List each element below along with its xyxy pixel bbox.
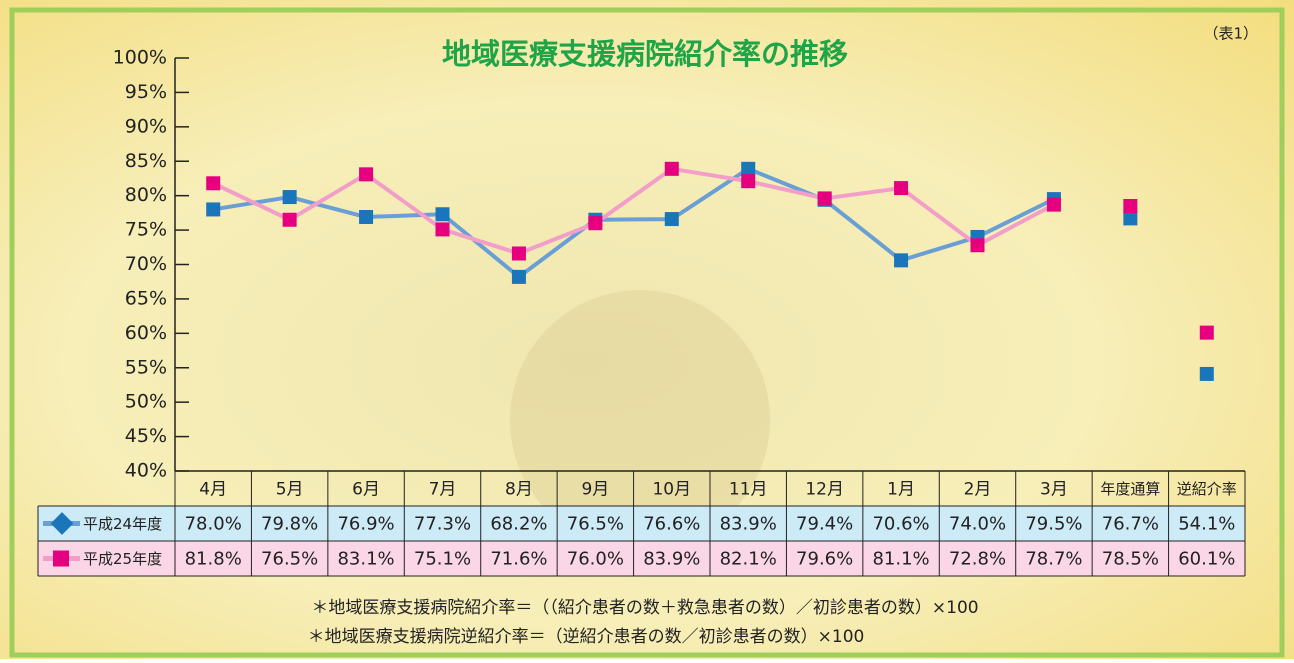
data-point bbox=[436, 222, 450, 236]
value-label: 78.5% bbox=[1102, 549, 1159, 570]
data-point bbox=[588, 216, 602, 230]
value-label: 71.6% bbox=[490, 549, 547, 570]
footnote: ＊地域医療支援病院逆紹介率＝（逆紹介患者の数／初診患者の数）×100 bbox=[308, 627, 865, 647]
y-tick-label: 45% bbox=[125, 425, 167, 447]
data-point bbox=[359, 167, 373, 181]
x-tick-label: 8月 bbox=[505, 480, 533, 500]
value-label: 83.9% bbox=[643, 549, 700, 570]
data-point bbox=[512, 246, 526, 260]
value-label: 81.8% bbox=[185, 549, 242, 570]
x-tick-label: 2月 bbox=[964, 480, 992, 500]
y-tick-label: 60% bbox=[125, 322, 167, 344]
y-tick-label: 80% bbox=[125, 184, 167, 206]
x-tick-label: 5月 bbox=[276, 480, 304, 500]
x-tick-label: 年度通算 bbox=[1100, 480, 1160, 498]
legend-label: 平成25年度 bbox=[83, 550, 162, 568]
x-tick-label: 9月 bbox=[581, 480, 609, 500]
data-point bbox=[359, 210, 373, 224]
value-label: 76.0% bbox=[567, 549, 624, 570]
data-point bbox=[665, 162, 679, 176]
value-label: 76.7% bbox=[1102, 514, 1159, 535]
table-note: （表1） bbox=[1203, 25, 1258, 43]
chart-title: 地域医療支援病院紹介率の推移 bbox=[442, 37, 848, 71]
value-label: 77.3% bbox=[414, 514, 471, 535]
x-tick-label: 11月 bbox=[729, 480, 768, 500]
y-tick-label: 90% bbox=[125, 115, 167, 137]
value-label: 83.9% bbox=[720, 514, 777, 535]
data-point bbox=[1200, 326, 1214, 340]
legend-label: 平成24年度 bbox=[83, 515, 162, 533]
data-point bbox=[1200, 367, 1214, 381]
value-label: 78.0% bbox=[185, 514, 242, 535]
value-label: 76.6% bbox=[643, 514, 700, 535]
value-label: 83.1% bbox=[337, 549, 394, 570]
value-label: 79.5% bbox=[1025, 514, 1082, 535]
data-point bbox=[741, 174, 755, 188]
y-tick-label: 50% bbox=[125, 391, 167, 413]
value-label: 76.5% bbox=[261, 549, 318, 570]
value-label: 74.0% bbox=[949, 514, 1006, 535]
data-point bbox=[283, 213, 297, 227]
value-label: 75.1% bbox=[414, 549, 471, 570]
value-label: 76.9% bbox=[337, 514, 394, 535]
x-tick-label: 7月 bbox=[429, 480, 457, 500]
x-tick-label: 1月 bbox=[887, 480, 915, 500]
x-tick-label: 4月 bbox=[199, 480, 227, 500]
y-tick-label: 100% bbox=[113, 47, 167, 69]
data-point bbox=[894, 181, 908, 195]
value-label: 79.6% bbox=[796, 549, 853, 570]
value-label: 54.1% bbox=[1178, 514, 1235, 535]
footnote: ＊地域医療支援病院紹介率＝（（紹介患者の数＋救急患者の数）／初診患者の数）×10… bbox=[311, 598, 978, 618]
data-point bbox=[1123, 211, 1137, 225]
value-label: 72.8% bbox=[949, 549, 1006, 570]
data-point bbox=[1047, 198, 1061, 212]
x-tick-label: 逆紹介率 bbox=[1177, 480, 1237, 498]
x-tick-label: 10月 bbox=[652, 480, 691, 500]
value-label: 79.8% bbox=[261, 514, 318, 535]
y-tick-label: 70% bbox=[125, 253, 167, 275]
x-tick-label: 12月 bbox=[805, 480, 844, 500]
value-label: 78.7% bbox=[1025, 549, 1082, 570]
page: {"chart_data": { "type": "line", "title"… bbox=[0, 0, 1294, 659]
value-label: 70.6% bbox=[872, 514, 929, 535]
value-label: 79.4% bbox=[796, 514, 853, 535]
x-tick-label: 6月 bbox=[352, 480, 380, 500]
y-tick-label: 55% bbox=[125, 356, 167, 378]
data-point bbox=[206, 176, 220, 190]
value-label: 60.1% bbox=[1178, 549, 1235, 570]
data-point bbox=[283, 190, 297, 204]
y-tick-label: 65% bbox=[125, 287, 167, 309]
value-label: 81.1% bbox=[872, 549, 929, 570]
value-label: 68.2% bbox=[490, 514, 547, 535]
y-tick-label: 85% bbox=[125, 150, 167, 172]
x-tick-label: 3月 bbox=[1040, 480, 1068, 500]
data-point bbox=[512, 270, 526, 284]
data-point bbox=[206, 202, 220, 216]
data-point bbox=[665, 212, 679, 226]
chart: 地域医療支援病院紹介率の推移 （表1） ＊地域医療支援病院紹介率＝（（紹介患者の… bbox=[0, 0, 1294, 659]
y-tick-label: 95% bbox=[125, 81, 167, 103]
data-point bbox=[1123, 199, 1137, 213]
data-point bbox=[436, 207, 450, 221]
data-point bbox=[818, 191, 832, 205]
y-tick-label: 75% bbox=[125, 219, 167, 241]
data-point bbox=[894, 253, 908, 267]
value-label: 76.5% bbox=[567, 514, 624, 535]
value-label: 82.1% bbox=[720, 549, 777, 570]
legend-marker bbox=[53, 551, 69, 567]
y-tick-label: 40% bbox=[125, 460, 167, 482]
data-point bbox=[971, 238, 985, 252]
data-point bbox=[741, 162, 755, 176]
